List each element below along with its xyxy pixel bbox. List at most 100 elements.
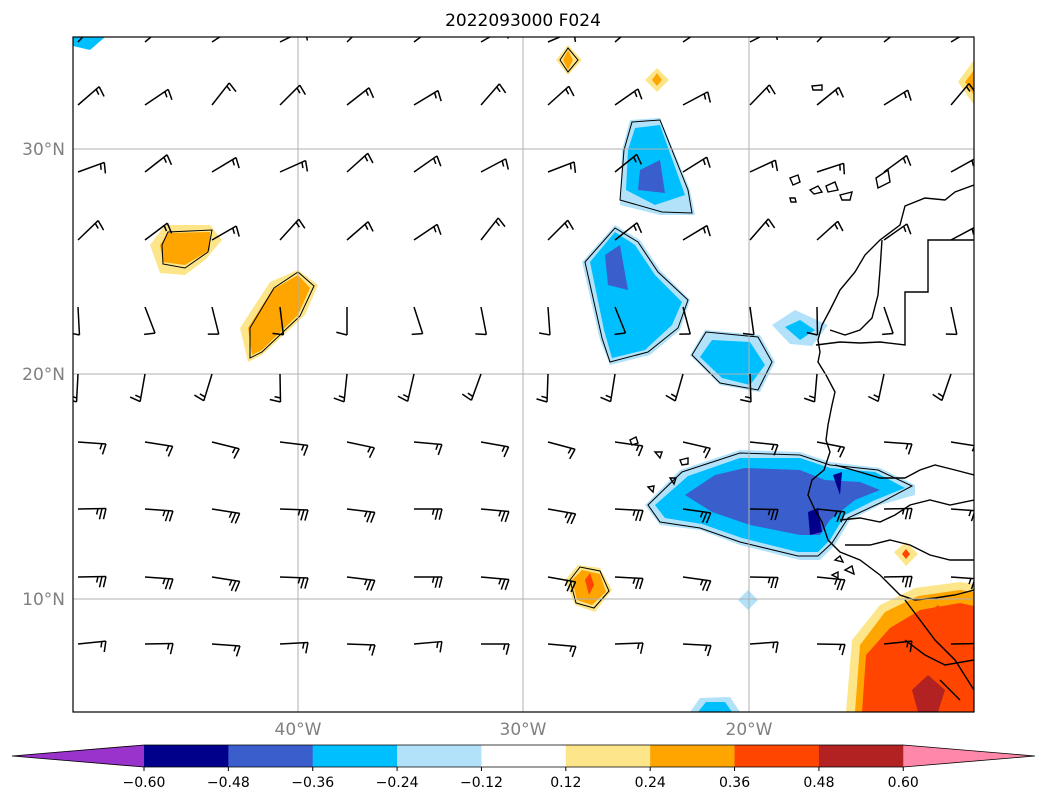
contour-neg-1 [619, 119, 693, 214]
wind-barb [950, 158, 974, 173]
wind-barb [614, 222, 643, 241]
wind-barb [346, 643, 376, 656]
wind-barb [614, 642, 644, 654]
longitude-labels: 40°W 30°W 20°W [275, 720, 773, 740]
wind-barb [749, 218, 776, 241]
lon-label-20w: 20°W [726, 720, 773, 740]
blob-neg-diamond [738, 590, 758, 610]
wind-barb [538, 306, 551, 336]
blob-pos-5-core [912, 675, 945, 712]
wind-barb [77, 220, 105, 241]
wind-barb [77, 37, 84, 43]
contour-neg-band [647, 452, 914, 557]
wind-barb [749, 508, 779, 521]
border-mauritania-north [815, 239, 974, 346]
wind-barb [614, 37, 622, 43]
wind-barb [950, 508, 974, 522]
colorbar-segment [734, 745, 820, 767]
wind-barb [600, 373, 616, 403]
blob-neg-2-core [605, 245, 628, 290]
wind-barb [883, 37, 892, 43]
colorbar-segment [312, 745, 398, 767]
border-sierra-leone [845, 539, 974, 561]
blob-pos-top-right-core [965, 70, 974, 95]
wind-barb [665, 373, 684, 402]
wind-barb [682, 37, 692, 43]
wind-barb [211, 82, 237, 106]
colorbar-segment [397, 745, 482, 767]
wind-barb [682, 643, 712, 657]
wind-barb [461, 373, 482, 401]
wind-barb [749, 641, 779, 654]
contour-fills [73, 37, 974, 712]
wind-barb [279, 159, 309, 173]
wind-barb [816, 37, 824, 43]
wind-barb [682, 224, 711, 241]
wind-barb [816, 508, 846, 523]
blob-pos-4-core [902, 549, 910, 559]
madeira [811, 84, 823, 91]
blob-pos-5-patch [920, 605, 955, 645]
wind-barb [547, 161, 577, 173]
wind-barb [614, 508, 644, 522]
wind-barb [806, 306, 819, 336]
wind-barb [211, 225, 240, 241]
wind-barb [945, 306, 958, 336]
colorbar-segment [650, 745, 736, 767]
blob-pos-top-2-core [652, 73, 662, 86]
wind-barb [614, 576, 644, 590]
border-guinea [839, 499, 974, 523]
colorbar-tick-label: 0.12 [550, 775, 581, 791]
wind-barb [129, 373, 146, 403]
wind-barb [749, 37, 779, 43]
wind-barb [279, 441, 309, 456]
wind-barb [211, 508, 241, 524]
wind-barb [144, 576, 174, 590]
border-liberia [904, 599, 974, 701]
contour-neg-2 [584, 227, 689, 363]
wind-barb [950, 226, 974, 241]
lon-label-30w: 30°W [500, 720, 547, 740]
wind-barb [480, 83, 507, 106]
wind-barb [950, 37, 961, 43]
contour-pos-3 [569, 566, 610, 609]
contour-lines [161, 47, 914, 609]
wind-barb [682, 576, 712, 592]
blob-neg-band-core-2 [833, 472, 842, 495]
wind-barb [950, 576, 974, 590]
wind-barb [883, 640, 913, 653]
wind-barb [475, 306, 488, 336]
wind-barb [883, 575, 913, 588]
blob-pos-top-1-core [563, 50, 573, 70]
wind-barb [481, 643, 510, 655]
wind-barb [269, 373, 282, 403]
wind-barb [279, 576, 309, 589]
wind-barb [272, 306, 285, 336]
wind-barb [144, 88, 173, 106]
wind-barb [346, 221, 374, 241]
wind-barb [346, 152, 374, 173]
wind-barb [682, 156, 711, 173]
wind-barb [682, 508, 712, 524]
wind-barb [207, 306, 220, 335]
wind-barb [211, 643, 241, 657]
wind-barb [480, 158, 510, 173]
blob-pos-2-core [248, 275, 310, 355]
wind-barb [932, 373, 952, 402]
colorbar-tick-label: 0.36 [719, 775, 750, 791]
colorbar-tick-label: −0.12 [460, 775, 503, 791]
wind-barb [279, 641, 309, 654]
wind-barb [211, 156, 240, 173]
graticule [73, 37, 974, 712]
wind-barb [144, 37, 153, 43]
wind-barb [816, 643, 846, 656]
colorbar-tick-label: −0.48 [207, 775, 250, 791]
wind-barb [346, 87, 375, 106]
wind-barbs [73, 37, 974, 658]
wind-barb [547, 219, 575, 241]
wind-barb [749, 159, 779, 173]
wind-barb [144, 508, 174, 522]
wind-barb [414, 508, 443, 520]
wind-barb [882, 306, 894, 336]
colorbar-tick-label: 0.24 [635, 775, 666, 791]
